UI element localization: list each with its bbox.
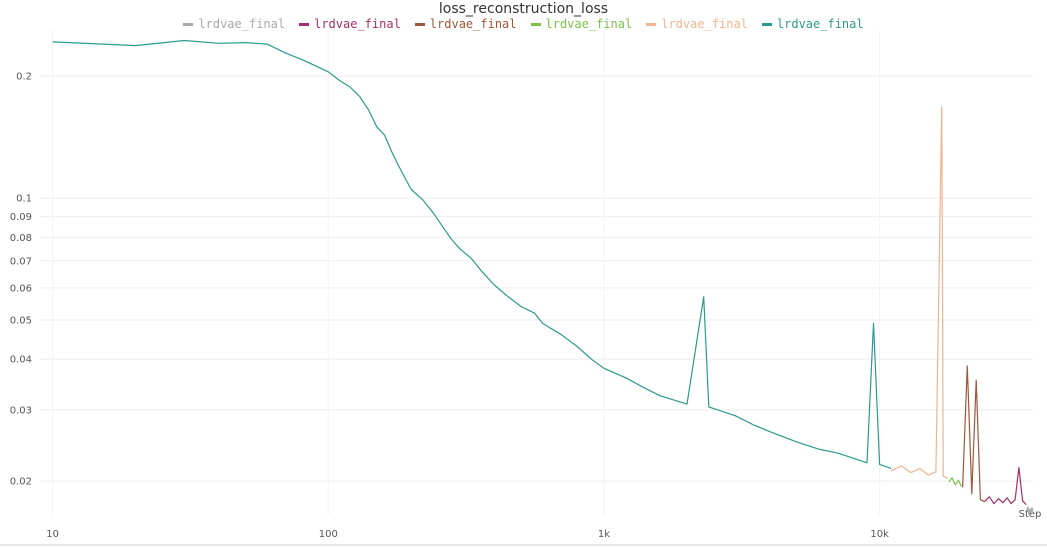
y-tick-label: 0.04 <box>10 355 32 366</box>
y-tick-label: 0.09 <box>10 212 32 223</box>
y-tick-label: 0.03 <box>10 405 32 416</box>
y-tick-label: 0.06 <box>10 283 32 294</box>
x-tick-label: 100 <box>319 529 338 540</box>
x-tick-label: 1k <box>598 529 610 540</box>
series-line-4 <box>949 478 962 487</box>
series-line-2 <box>985 468 1027 505</box>
y-tick-label: 0.05 <box>10 315 32 326</box>
series-line-5 <box>891 107 948 479</box>
y-tick-label: 0.2 <box>16 72 32 83</box>
y-tick-label: 0.02 <box>10 477 32 488</box>
y-tick-label: 0.07 <box>10 256 32 267</box>
x-tick-label: 10 <box>46 529 59 540</box>
x-tick-label: 10k <box>870 529 889 540</box>
y-tick-label: 0.1 <box>16 194 32 205</box>
series-line-6 <box>53 41 892 469</box>
y-tick-label: 0.08 <box>10 233 32 244</box>
